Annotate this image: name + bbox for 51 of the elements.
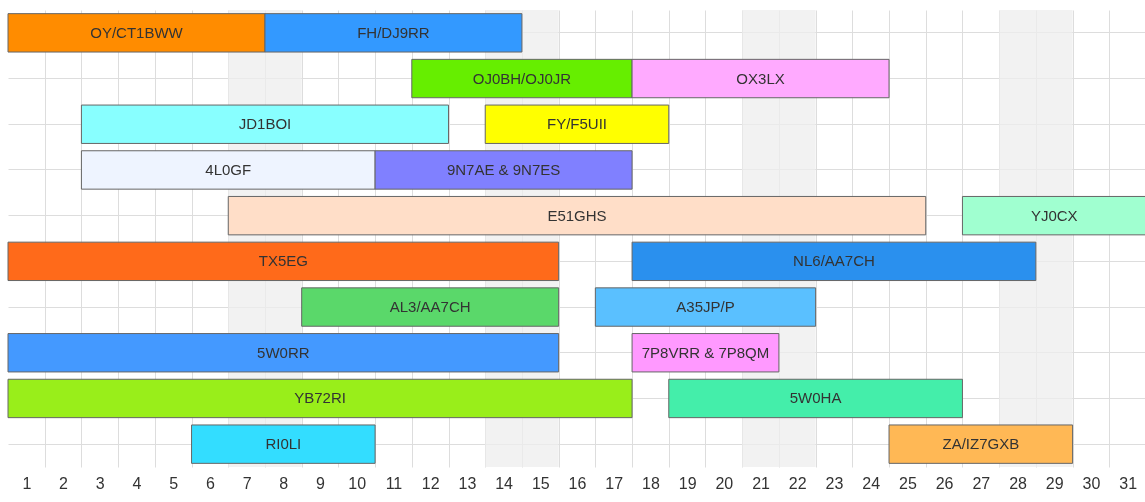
x-tick-label: 19 [678,474,697,492]
x-tick-label: 14 [495,474,514,492]
x-tick-label: 7 [242,474,252,492]
x-tick-label: 3 [95,474,105,492]
x-tick-label: 28 [1009,474,1028,492]
x-tick-label: 1 [22,474,32,492]
series-label: 7P8VRR & 7P8QM [641,343,770,361]
x-tick-label: 15 [531,474,550,492]
series-label: YB72RI [294,389,346,407]
series-label: OJ0BH/OJ0JR [472,69,572,87]
x-tick-label: 29 [1045,474,1064,492]
series-label: YJ0CX [1030,206,1078,224]
series-label: FY/F5UII [546,115,608,133]
x-tick-label: 16 [568,474,587,492]
series-label: RI0LI [265,435,302,453]
x-tick-label: 26 [935,474,954,492]
x-tick-label: 6 [205,474,215,492]
series-label: 4L0GF [205,160,252,178]
x-tick-label: 11 [385,474,403,492]
series-label: JD1BOI [238,115,292,133]
series-label: AL3/AA7CH [389,298,471,316]
series-label: NL6/AA7CH [793,252,875,270]
series-label: OY/CT1BWW [90,23,184,41]
series-label: 9N7AE & 9N7ES [446,160,561,178]
x-tick-label: 25 [898,474,917,492]
x-tick-label: 27 [972,474,991,492]
x-tick-label: 17 [605,474,624,492]
x-tick-label: 2 [59,474,69,492]
x-tick-label: 31 [1119,474,1138,492]
x-tick-label: 8 [279,474,289,492]
x-tick-label: 21 [752,474,771,492]
x-tick-label: 4 [132,474,142,492]
x-tick-label: 18 [642,474,660,492]
x-tick-label: 13 [458,474,477,492]
x-tick-label: 12 [421,474,440,492]
series-label: 5W0HA [789,389,842,407]
series-label: A35JP/P [676,298,735,316]
series-label: FH/DJ9RR [357,23,430,41]
x-tick-label: 22 [788,474,807,492]
x-tick-label: 10 [348,474,367,492]
x-tick-label: 30 [1082,474,1101,492]
series-label: ZA/IZ7GXB [942,435,1020,453]
x-tick-label: 9 [316,474,326,492]
x-tick-label: 5 [169,474,179,492]
series-label: E51GHS [547,206,607,224]
series-label: 5W0RR [257,343,310,361]
x-tick-label: 20 [715,474,734,492]
x-tick-label: 24 [862,474,881,492]
series-label: OX3LX [736,69,785,87]
x-tick-label: 23 [825,474,844,492]
series-label: TX5EG [258,252,308,270]
